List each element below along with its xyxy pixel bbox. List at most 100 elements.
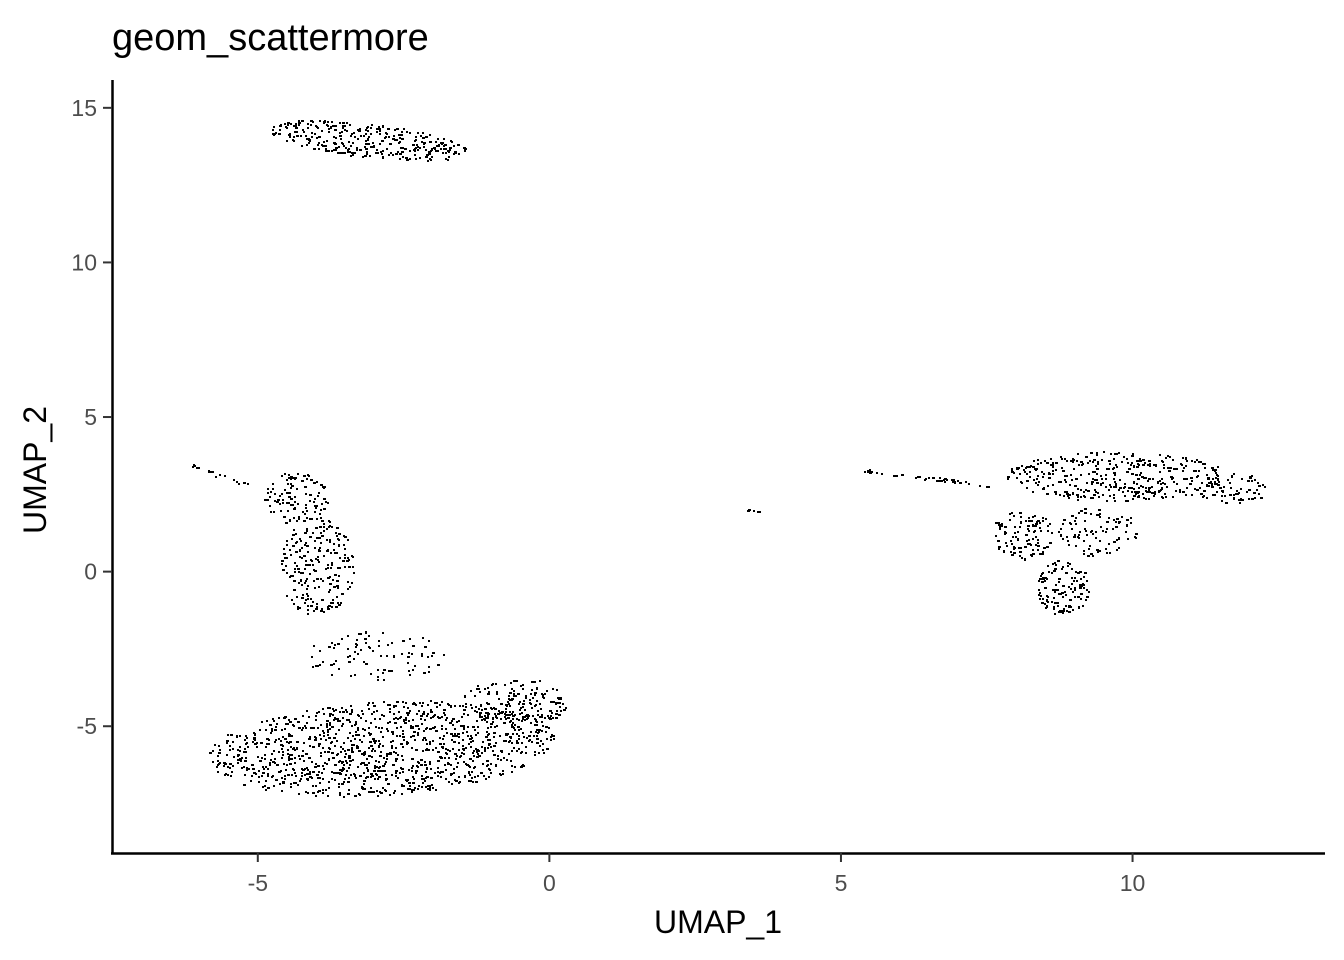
data-point xyxy=(409,710,411,712)
data-point xyxy=(385,779,387,781)
data-point xyxy=(407,707,409,709)
data-point xyxy=(1027,466,1029,468)
data-point xyxy=(1047,530,1049,532)
data-point xyxy=(1142,464,1145,466)
data-point xyxy=(1055,493,1057,495)
data-point xyxy=(513,747,515,749)
data-point xyxy=(446,717,448,719)
data-point xyxy=(258,776,260,778)
data-point xyxy=(230,734,232,736)
data-point xyxy=(437,751,440,753)
data-point xyxy=(227,734,229,736)
data-point xyxy=(328,605,331,607)
data-point xyxy=(441,143,443,145)
data-point xyxy=(401,653,403,655)
data-point xyxy=(315,125,317,127)
data-point xyxy=(280,740,282,742)
data-point xyxy=(313,610,315,612)
data-point xyxy=(371,756,373,758)
data-point xyxy=(486,702,488,704)
data-point xyxy=(299,549,301,551)
data-point xyxy=(216,766,218,768)
data-point xyxy=(287,502,290,504)
data-point xyxy=(1172,477,1174,479)
data-point xyxy=(1163,467,1165,469)
data-point xyxy=(346,711,348,713)
data-point xyxy=(559,702,561,704)
data-point xyxy=(1215,477,1217,479)
data-point xyxy=(296,747,298,749)
data-point xyxy=(1139,458,1141,460)
data-point xyxy=(287,124,289,126)
data-point xyxy=(426,743,428,745)
data-point xyxy=(1233,494,1235,496)
data-point xyxy=(1124,483,1126,485)
data-point xyxy=(294,501,296,503)
data-point xyxy=(261,721,263,723)
data-point xyxy=(472,781,474,783)
data-point xyxy=(1055,584,1057,586)
data-point xyxy=(295,127,298,129)
data-point xyxy=(318,142,320,144)
data-point xyxy=(364,146,366,148)
data-point xyxy=(1038,594,1040,596)
data-point xyxy=(999,526,1001,528)
data-point xyxy=(245,743,247,745)
data-point xyxy=(463,728,465,730)
data-point xyxy=(293,589,296,591)
data-point xyxy=(346,122,348,124)
data-point xyxy=(408,769,410,771)
data-point xyxy=(307,613,309,615)
data-point xyxy=(1114,486,1117,488)
data-point xyxy=(1198,461,1200,463)
data-point xyxy=(340,138,342,140)
data-point xyxy=(487,715,489,717)
data-point xyxy=(226,742,228,744)
data-point xyxy=(521,751,523,753)
data-point xyxy=(248,768,250,770)
data-point xyxy=(284,489,286,491)
data-point xyxy=(435,747,437,749)
data-point xyxy=(1096,473,1098,475)
data-point xyxy=(1127,490,1129,492)
data-point xyxy=(490,746,492,748)
data-point xyxy=(366,151,368,153)
data-point xyxy=(1185,465,1187,467)
data-point xyxy=(557,702,559,704)
data-point xyxy=(559,706,561,708)
data-point xyxy=(374,742,376,744)
data-point xyxy=(422,750,424,752)
data-point xyxy=(349,732,351,734)
data-point xyxy=(375,773,377,775)
data-point xyxy=(477,726,479,728)
data-point xyxy=(1087,555,1090,557)
data-point xyxy=(464,695,466,697)
data-point xyxy=(500,718,502,720)
data-point xyxy=(1110,486,1112,488)
data-point xyxy=(354,774,356,776)
data-point xyxy=(285,769,287,771)
data-point xyxy=(402,771,404,773)
data-point xyxy=(301,729,303,731)
data-point xyxy=(311,136,313,138)
data-point xyxy=(1155,464,1157,466)
data-point xyxy=(275,726,277,728)
data-point xyxy=(522,718,524,720)
data-point xyxy=(267,787,270,789)
data-point xyxy=(932,477,934,479)
data-point xyxy=(560,710,562,712)
data-point xyxy=(486,721,488,723)
data-point xyxy=(1248,498,1250,500)
data-point xyxy=(386,753,389,755)
data-point xyxy=(336,527,338,529)
data-point xyxy=(337,152,340,154)
data-point xyxy=(522,716,524,718)
data-point xyxy=(283,516,286,518)
data-point xyxy=(456,735,458,737)
data-point xyxy=(492,750,494,752)
data-point xyxy=(315,527,318,529)
data-point xyxy=(1029,471,1031,473)
data-point xyxy=(339,720,341,722)
data-point xyxy=(303,760,305,762)
data-point xyxy=(262,772,265,774)
